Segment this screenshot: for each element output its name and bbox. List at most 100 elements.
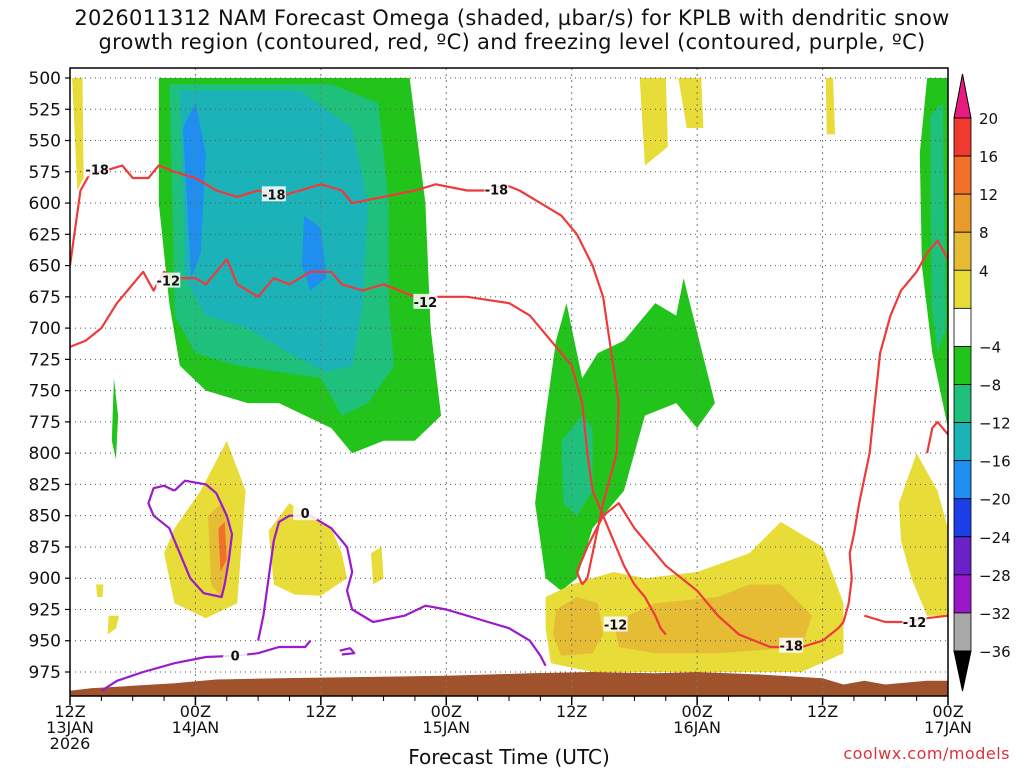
contour-label-bg xyxy=(484,181,509,197)
contour-label-bg xyxy=(156,272,181,288)
colorbar: 20 16 12 8 4 −4 −8 −12 −16 −20 −24 −28 −32 −36 xyxy=(953,73,1011,692)
contour-label: -12 xyxy=(414,296,438,311)
omega-region-17 xyxy=(898,453,948,616)
x-tick-label: 00Z xyxy=(180,702,211,721)
colorbar-label: −24 xyxy=(979,529,1011,547)
chart-title-line-2: growth region (contoured, red, ºC) and f… xyxy=(98,30,926,54)
contour-label: -12 xyxy=(604,618,628,633)
contour-label-bg xyxy=(293,505,318,521)
dgz-contour-0 xyxy=(70,164,620,586)
x-tick-label: 12Z xyxy=(305,702,336,721)
colorbar-label: −16 xyxy=(979,453,1011,471)
colorbar-swatch xyxy=(953,536,972,576)
omega-region-20 xyxy=(96,584,104,597)
x-axis-label: Forecast Time (UTC) xyxy=(408,745,610,768)
y-tick-label: 825 xyxy=(29,475,61,495)
colorbar-swatch xyxy=(953,460,972,500)
x-tick-label: 16JAN xyxy=(673,718,721,737)
x-tick-label: 17JAN xyxy=(924,718,972,737)
y-tick-label: 725 xyxy=(29,350,61,370)
x-tick-label: 12Z xyxy=(556,702,587,721)
y-tick-label: 600 xyxy=(29,194,61,214)
x-tick-label: 12Z xyxy=(807,702,838,721)
contour-label-bg xyxy=(261,186,286,202)
contour-label-bg xyxy=(779,637,804,653)
y-tick-label: 750 xyxy=(29,382,61,402)
x-tick-label: 00Z xyxy=(431,702,462,721)
y-tick-label: 700 xyxy=(29,319,61,339)
y-tick-label: 950 xyxy=(29,632,61,652)
y-tick-label: 500 xyxy=(29,69,61,89)
y-tick-label: 650 xyxy=(29,257,61,277)
omega-region-10 xyxy=(72,78,84,191)
colorbar-bottom-arrow xyxy=(953,650,972,692)
colorbar-swatch xyxy=(953,269,972,309)
terrain-fill xyxy=(70,672,948,696)
omega-region-1 xyxy=(111,378,119,460)
omega-region-16 xyxy=(825,78,836,135)
y-tick-label: 525 xyxy=(29,100,61,120)
dgz-contour-3 xyxy=(852,239,948,535)
colorbar-label: −4 xyxy=(979,338,1001,356)
omega-region-23 xyxy=(613,584,813,654)
contour-label: -18 xyxy=(85,163,109,178)
freezing-contour-1 xyxy=(257,514,547,667)
colorbar-label: −8 xyxy=(979,377,1001,395)
contour-label: -18 xyxy=(262,188,286,203)
contour-label: -18 xyxy=(779,640,803,655)
contour-label-bg xyxy=(223,647,248,663)
omega-region-7 xyxy=(179,90,368,372)
x-tick-label: 00Z xyxy=(681,702,712,721)
colorbar-label: 8 xyxy=(979,224,989,242)
dgz-contour-6 xyxy=(926,420,948,454)
colorbar-label: 20 xyxy=(979,110,998,128)
contour-label: -12 xyxy=(903,616,927,631)
colorbar-label: 4 xyxy=(979,262,989,280)
colorbar-swatch xyxy=(953,307,972,347)
y-tick-label: 975 xyxy=(29,663,61,683)
omega-region-5 xyxy=(561,415,593,516)
credit-text: coolwx.com/models xyxy=(843,744,1010,763)
colorbar-label: 16 xyxy=(979,148,998,166)
omega-region-24 xyxy=(218,521,227,572)
colorbar-swatch xyxy=(953,231,972,271)
contour-label: 0 xyxy=(231,650,240,665)
dgz-contour-1 xyxy=(575,502,845,649)
y-tick-label: 575 xyxy=(29,163,61,183)
y-tick-label: 675 xyxy=(29,288,61,308)
contour-label-bg xyxy=(603,616,628,632)
colorbar-top-arrow xyxy=(953,73,972,119)
colorbar-swatch xyxy=(953,612,972,652)
x-tick-label: 15JAN xyxy=(422,718,470,737)
contour-label-bg xyxy=(85,161,110,177)
omega-region-6 xyxy=(930,103,946,354)
colorbar-swatch xyxy=(953,498,972,538)
colorbar-swatch xyxy=(953,155,972,195)
omega-region-14 xyxy=(639,78,668,166)
omega-region-18 xyxy=(107,615,120,635)
y-tick-label: 550 xyxy=(29,132,61,152)
x-tick-label: 2026 xyxy=(50,734,91,753)
colorbar-swatch xyxy=(953,574,972,614)
colorbar-label: −12 xyxy=(979,415,1011,433)
x-tick-label: 12Z xyxy=(54,702,85,721)
colorbar-label: −36 xyxy=(979,643,1011,661)
colorbar-label: −28 xyxy=(979,567,1011,585)
chart-title: 2026011312 NAM Forecast Omega (shaded, µ… xyxy=(0,6,1024,54)
contour-label-bg xyxy=(902,613,927,629)
omega-region-19 xyxy=(371,546,384,585)
axes: 500 525 550 575 600 625 650 675 700 725 750 775 800 8… xyxy=(29,67,972,753)
contour-label: -12 xyxy=(157,275,181,290)
contour-label-bg xyxy=(413,293,438,309)
x-tick-label: 13JAN xyxy=(46,718,94,737)
colorbar-swatch xyxy=(953,193,972,233)
colorbar-label: −20 xyxy=(979,491,1011,509)
colorbar-swatch xyxy=(953,346,972,385)
y-tick-label: 875 xyxy=(29,538,61,558)
contour-label: 0 xyxy=(301,507,310,522)
y-tick-label: 775 xyxy=(29,413,61,433)
colorbar-label: 12 xyxy=(979,186,998,204)
colorbar-swatch xyxy=(953,422,972,462)
y-tick-label: 925 xyxy=(29,600,61,620)
